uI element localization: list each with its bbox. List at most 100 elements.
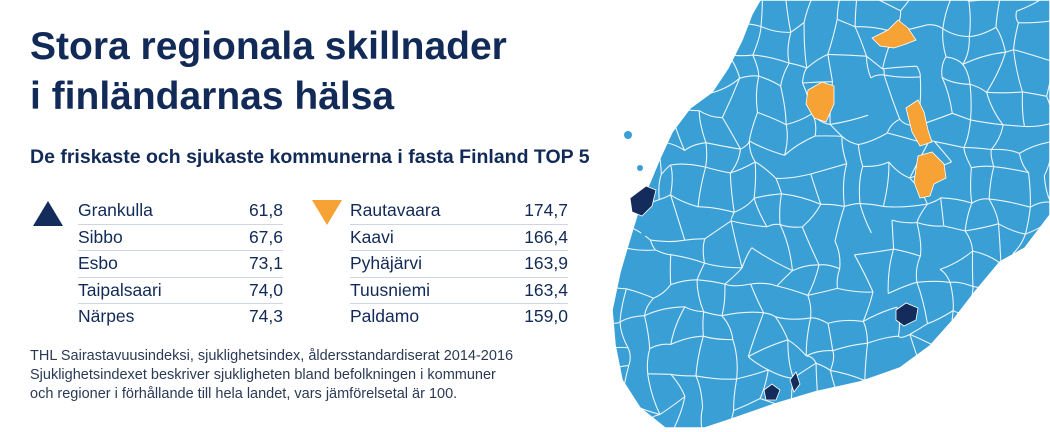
municipality-border: [841, 135, 859, 146]
municipality-border: [844, 203, 861, 207]
municipality-border: [865, 56, 872, 79]
index-value: 74,0: [248, 279, 283, 300]
municipality-border: [1012, 233, 1026, 254]
municipality-border: [670, 164, 673, 195]
municipality-border: [818, 404, 843, 410]
island: [641, 228, 649, 236]
municipality-border: [938, 366, 975, 371]
municipality-border: [721, 77, 741, 118]
municipality-border: [940, 197, 945, 227]
municipality-border: [1024, 207, 1031, 235]
municipality-border: [766, 223, 781, 228]
municipality-border: [827, 54, 834, 82]
municipality-border: [814, 423, 848, 428]
healthy-region-sibbo: [789, 371, 801, 393]
municipality-border: [1027, 172, 1031, 208]
municipality-border: [841, 136, 848, 164]
municipality-border: [986, 337, 1004, 371]
municipality-border: [888, 161, 910, 179]
municipality-border: [696, 279, 726, 285]
municipality-border: [827, 323, 834, 351]
municipality-border: [962, 51, 1006, 65]
municipality-border: [684, 306, 704, 313]
municipality-border: [882, 65, 917, 70]
municipality-border: [732, 339, 738, 379]
municipality-border: [942, 0, 955, 29]
municipality-border: [854, 26, 868, 57]
municipality-border: [991, 394, 1017, 398]
municipality-border: [612, 111, 622, 119]
municipality-border: [803, 22, 808, 69]
municipality-border: [807, 287, 838, 296]
municipality-border: [986, 337, 1020, 358]
municipality-border: [783, 423, 815, 428]
municipality-border: [971, 198, 990, 204]
sick-region-rautavaara: [913, 151, 947, 199]
municipality-border: [942, 28, 947, 58]
index-value: 163,4: [524, 279, 568, 300]
municipality-border: [916, 282, 929, 324]
municipality-name: Paldamo: [350, 306, 420, 327]
municipality-border: [900, 0, 911, 12]
finland-outline: [611, 0, 1050, 429]
municipality-border: [753, 161, 757, 199]
page-title: Stora regionala skillnader i finländarna…: [30, 22, 507, 122]
municipality-border: [670, 373, 696, 377]
municipality-border: [1003, 124, 1025, 128]
municipality-name: Grankulla: [78, 200, 153, 221]
municipality-border: [969, 26, 997, 38]
sick-region-kaavi: [905, 99, 933, 147]
municipality-border: [814, 408, 820, 424]
municipality-border: [801, 67, 808, 84]
healthy-region-narpes: [629, 185, 657, 217]
municipality-border: [670, 163, 706, 168]
municipality-border: [952, 112, 971, 121]
municipality-border: [1046, 281, 1049, 324]
municipality-border: [1016, 394, 1046, 404]
municipality-border: [753, 198, 768, 228]
municipality-border: [934, 140, 965, 149]
municipality-border: [698, 110, 723, 119]
municipality-border: [643, 315, 651, 349]
municipality-border: [939, 269, 951, 283]
municipality-border: [916, 401, 922, 428]
municipality-border: [619, 322, 629, 348]
municipality-border: [927, 197, 941, 205]
municipality-border: [696, 262, 705, 280]
sickest-table: Rautavaara 174,7 Kaavi 166,4 Pyhäjärvi 163,…: [350, 198, 568, 330]
municipality-border: [1041, 220, 1050, 256]
municipality-border: [941, 56, 947, 78]
municipality-border: [733, 197, 755, 213]
municipality-border: [891, 220, 895, 250]
table-row: Tuusniemi 163,4: [350, 278, 568, 304]
municipality-border: [749, 140, 785, 156]
index-value: 163,9: [524, 253, 568, 274]
municipality-border: [966, 313, 1006, 322]
municipality-border: [670, 60, 686, 76]
municipality-border: [757, 111, 787, 126]
municipality-border: [730, 220, 743, 268]
municipality-border: [841, 405, 848, 428]
municipality-border: [990, 149, 995, 167]
municipality-border: [988, 198, 1000, 224]
municipality-border: [700, 22, 732, 39]
municipality-border: [829, 350, 835, 371]
municipality-border: [1015, 281, 1049, 289]
title-line-2: i finländarnas hälsa: [30, 75, 395, 118]
municipality-border: [933, 141, 953, 163]
municipality-border: [622, 145, 638, 172]
municipality-border: [593, 352, 595, 376]
municipality-border: [724, 267, 743, 285]
municipality-border: [995, 296, 1007, 322]
municipality-border: [759, 369, 769, 399]
municipality-border: [747, 356, 769, 371]
municipality-border: [827, 319, 864, 324]
municipality-border: [915, 255, 921, 283]
municipality-border: [1012, 22, 1020, 50]
municipality-border: [968, 1, 971, 37]
municipality-border: [602, 212, 608, 228]
municipality-border: [916, 222, 922, 257]
municipality-name: Rautavaara: [350, 200, 441, 221]
municipality-border: [591, 282, 606, 321]
municipality-border: [747, 312, 765, 357]
